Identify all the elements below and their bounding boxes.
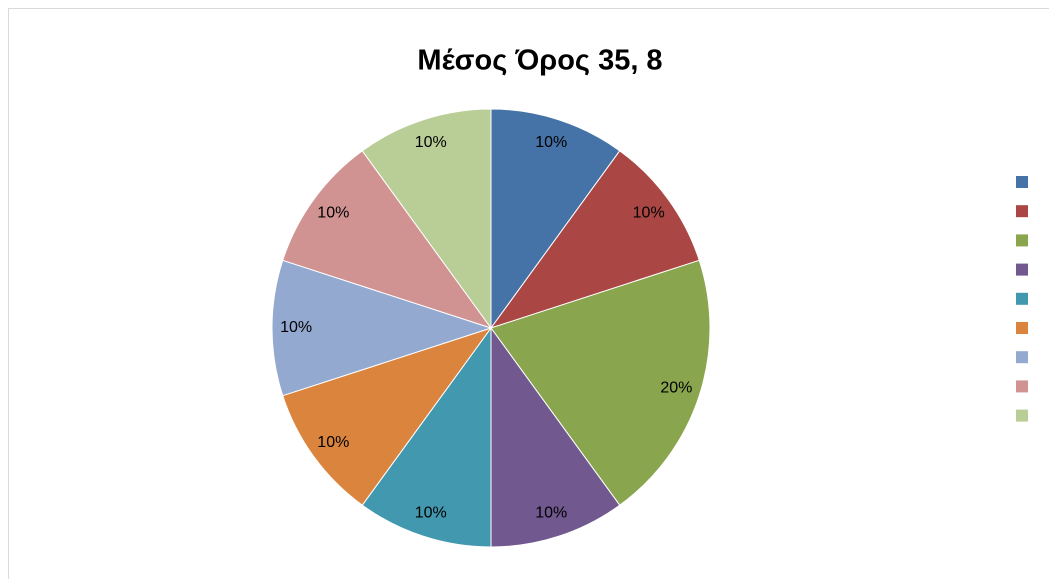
pie-slice [490, 259, 711, 506]
chart-title: Μέσος Όρος 35, 8 [417, 45, 662, 77]
data-label: 10% [535, 134, 567, 151]
legend-swatch [1016, 409, 1028, 422]
pie-slice [361, 108, 492, 330]
data-label: 20% [660, 379, 692, 396]
data-label: 10% [415, 134, 447, 151]
data-label: 10% [633, 205, 665, 222]
legend-swatch [1016, 205, 1028, 218]
legend-swatch [1016, 380, 1028, 393]
legend-swatch [1016, 322, 1028, 334]
pie-slice [490, 326, 621, 548]
pie-slice [271, 259, 493, 397]
data-label: 10% [535, 505, 567, 522]
legend-swatch [1016, 263, 1028, 276]
legend-swatch [1016, 176, 1028, 188]
pie-slice [282, 327, 493, 506]
data-label: 10% [280, 319, 312, 336]
pie-slice [489, 150, 700, 329]
pie-slice [361, 326, 492, 548]
pie-slice [282, 150, 493, 329]
legend-swatch [1016, 351, 1028, 364]
legend-swatch [1016, 234, 1028, 247]
legend-swatch [1016, 292, 1028, 305]
data-label: 10% [415, 505, 447, 522]
pie-slice [490, 108, 621, 330]
data-label: 10% [317, 205, 349, 222]
data-label: 10% [317, 434, 349, 451]
